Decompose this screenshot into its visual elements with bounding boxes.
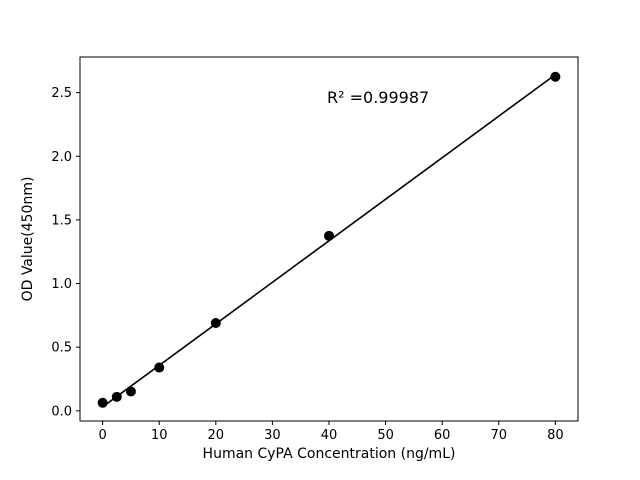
x-tick-label: 80 [547,428,564,443]
data-point [324,230,334,241]
x-tick-label: 0 [98,428,106,443]
data-point [154,362,165,373]
x-tick-label: 20 [208,428,225,443]
y-tick-label: 0.0 [51,404,72,419]
data-point [97,397,108,408]
y-tick-label: 0.5 [51,341,72,356]
x-tick-label: 50 [377,428,394,443]
data-point [550,71,561,82]
x-tick-label: 70 [490,428,507,443]
x-tick-label: 10 [151,428,168,443]
y-axis-label: OD Value(450nm) [20,176,36,302]
x-tick-label: 60 [434,428,451,443]
data-point [111,391,122,402]
r-squared-annotation: R² =0.99987 [327,88,430,107]
y-tick-label: 1.5 [51,213,72,228]
x-tick-label: 40 [321,428,338,443]
x-axis-label: Human CyPA Concentration (ng/mL) [202,446,456,462]
y-tick-label: 2.5 [51,86,72,101]
data-point [210,318,221,328]
y-tick-label: 2.0 [51,150,72,165]
y-tick-label: 1.0 [51,277,72,292]
x-tick-label: 30 [264,428,281,443]
data-point [125,386,136,397]
